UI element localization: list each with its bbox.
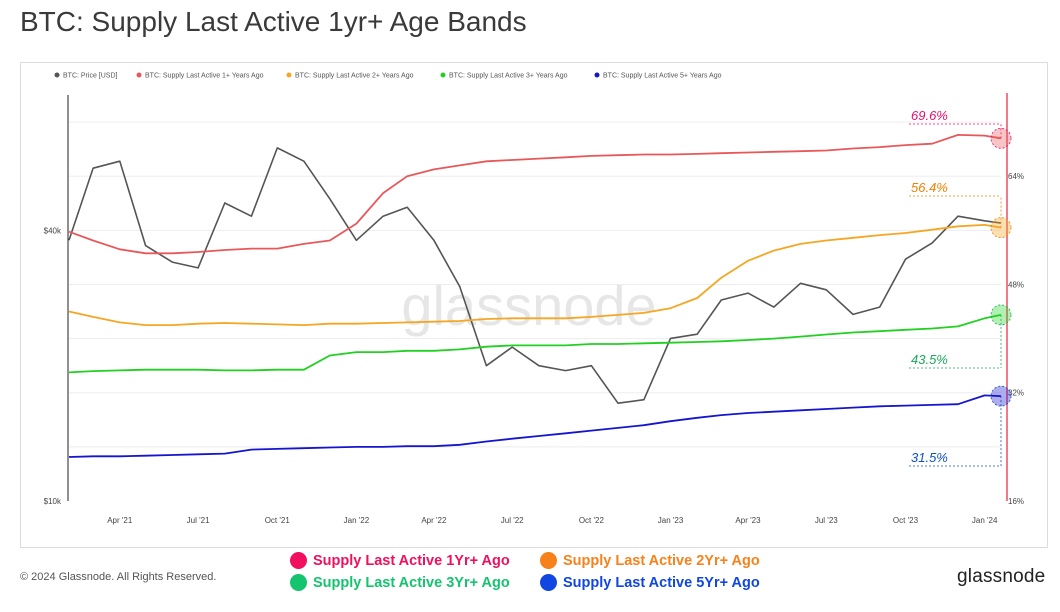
x-tick-label-1: Jul '21 <box>187 516 210 525</box>
x-tick-label-11: Jan '24 <box>972 516 998 525</box>
x-tick-label-9: Jul '23 <box>815 516 838 525</box>
page-title: BTC: Supply Last Active 1yr+ Age Bands <box>20 6 527 37</box>
x-tick-label-3: Jan '22 <box>344 516 370 525</box>
legend-dot-1yr <box>290 552 307 569</box>
legend-dot-0 <box>54 72 60 78</box>
right-tick-label-1: 32% <box>1008 389 1024 398</box>
chart-legend: BTC: Price [USD] BTC: Supply Last Active … <box>54 72 722 80</box>
bottom-legend-label-5yr: Supply Last Active 5Yr+ Ago <box>563 574 760 591</box>
x-tick-label-7: Jan '23 <box>658 516 684 525</box>
series-line-4 <box>68 394 1002 458</box>
legend-dot-2 <box>286 72 292 78</box>
series-line-2 <box>68 224 1002 326</box>
annotation-label-1: 56.4% <box>911 180 948 195</box>
bottom-legend-2yr: Supply Last Active 2Yr+ Ago <box>540 552 760 569</box>
x-tick-label-6: Oct '22 <box>579 516 605 525</box>
series-line-1 <box>68 134 1002 255</box>
watermark-text: glassnode <box>401 274 656 337</box>
right-tick-label-0: 16% <box>1008 497 1024 506</box>
series-line-0 <box>68 147 1002 404</box>
bottom-legend-3yr: Supply Last Active 3Yr+ Ago <box>290 574 510 591</box>
annotation-marker-0 <box>990 127 1012 149</box>
annotation-label-0: 69.6% <box>911 108 948 123</box>
x-tick-label-2: Oct '21 <box>265 516 291 525</box>
chart-annotations: 69.6% 56.4% 43.5% 31.5% <box>909 108 1012 467</box>
x-tick-label-8: Apr '23 <box>735 516 761 525</box>
annotation-label-2: 43.5% <box>911 352 948 367</box>
annotation-label-3: 31.5% <box>911 450 948 465</box>
legend-label-2: BTC: Supply Last Active 2+ Years Ago <box>295 73 414 80</box>
x-tick-label-10: Oct '23 <box>893 516 919 525</box>
bottom-legend-5yr: Supply Last Active 5Yr+ Ago <box>540 574 760 591</box>
bottom-legend-label-1yr: Supply Last Active 1Yr+ Ago <box>313 552 510 569</box>
chart-series <box>68 134 1002 458</box>
annotation-marker-1 <box>990 217 1012 239</box>
left-tick-label-0: $10k <box>44 497 62 506</box>
legend-dot-5yr <box>540 574 557 591</box>
legend-label-0: BTC: Price [USD] <box>63 73 118 80</box>
x-tick-label-4: Apr '22 <box>421 516 447 525</box>
legend-dot-1 <box>136 72 142 78</box>
brand-logo-text: glassnode <box>957 566 1046 587</box>
legend-label-4: BTC: Supply Last Active 5+ Years Ago <box>603 73 722 80</box>
legend-label-3: BTC: Supply Last Active 3+ Years Ago <box>449 73 568 80</box>
chart-frame: BTC: Price [USD] BTC: Supply Last Active … <box>20 62 1048 548</box>
annotation-marker-2 <box>990 304 1012 326</box>
legend-dot-2yr <box>540 552 557 569</box>
bottom-legend-label-2yr: Supply Last Active 2Yr+ Ago <box>563 552 760 569</box>
right-tick-label-2: 48% <box>1008 280 1024 289</box>
x-tick-label-5: Jul '22 <box>501 516 524 525</box>
legend-dot-4 <box>594 72 600 78</box>
chart-axes: $10k $40k 16% 32% 48% 64% Apr '21 Jul '21 Oct '2… <box>44 93 1024 525</box>
bottom-legend-label-3yr: Supply Last Active 3Yr+ Ago <box>313 574 510 591</box>
watermark-group: glassnode <box>401 274 656 337</box>
legend-dot-3yr <box>290 574 307 591</box>
series-line-3 <box>68 314 1002 374</box>
right-tick-label-3: 64% <box>1008 172 1024 181</box>
left-tick-label-1: $40k <box>44 226 62 235</box>
chart-svg: BTC: Price [USD] BTC: Supply Last Active … <box>44 72 1024 525</box>
x-tick-label-0: Apr '21 <box>107 516 133 525</box>
copyright-text: © 2024 Glassnode. All Rights Reserved. <box>20 571 217 583</box>
legend-dot-3 <box>440 72 446 78</box>
bottom-legend-1yr: Supply Last Active 1Yr+ Ago <box>290 552 510 569</box>
annotation-marker-3 <box>990 385 1012 407</box>
legend-label-1: BTC: Supply Last Active 1+ Years Ago <box>145 73 264 80</box>
